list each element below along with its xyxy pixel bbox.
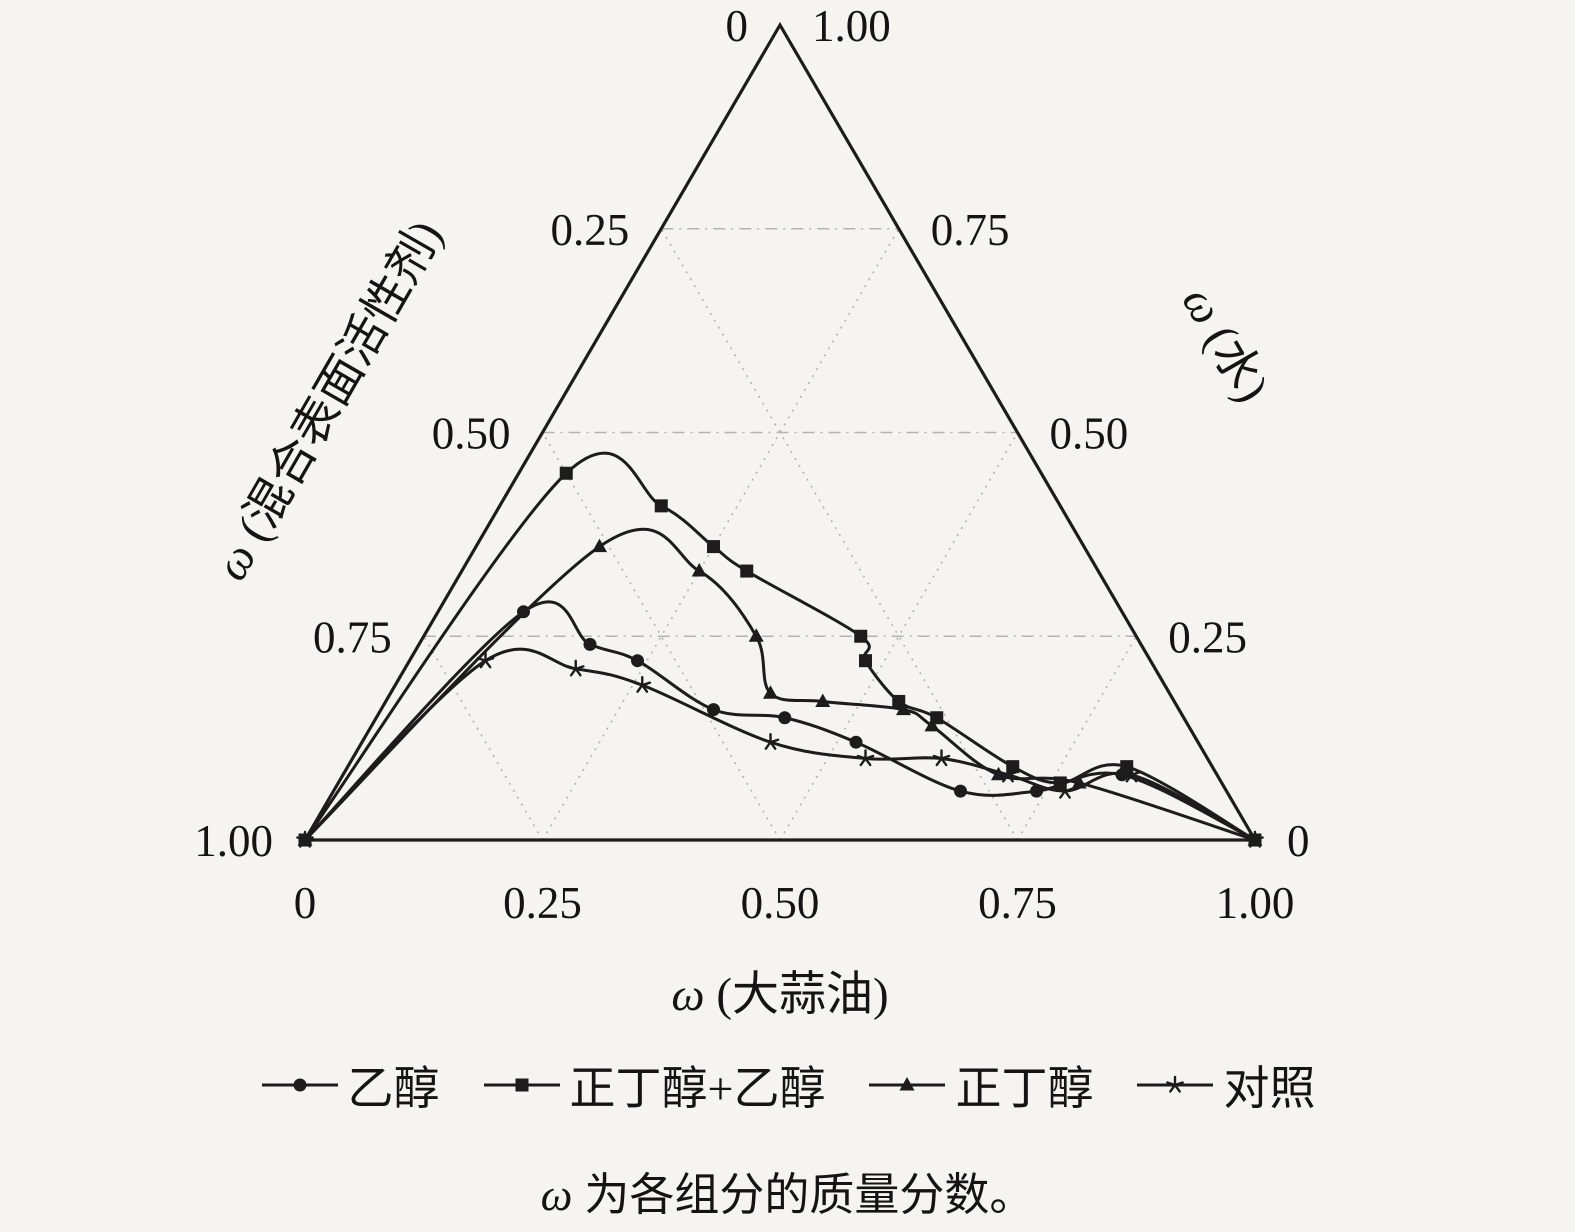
bottom-tick-label: 0.75 xyxy=(978,878,1057,928)
left-tick-label: 0.50 xyxy=(432,409,511,459)
left-tick-label: 0.25 xyxy=(551,205,630,255)
legend-item-3: 对照 xyxy=(1135,1052,1315,1118)
left-tick-label: 1.00 xyxy=(194,816,273,866)
left-tick-label: 0.75 xyxy=(313,612,392,662)
right-tick-label: 1.00 xyxy=(812,1,891,51)
gridlines xyxy=(423,227,1137,841)
caption: ω 为各组分的质量分数。 xyxy=(0,1158,1575,1223)
right-tick-label: 0.25 xyxy=(1168,612,1247,662)
legend-label: 乙醇 xyxy=(347,1063,440,1114)
series-markers-1 xyxy=(298,466,1262,847)
legend-label: 正丁醇 xyxy=(955,1063,1094,1114)
series-markers-2 xyxy=(297,538,1263,846)
left-axis-title: ω (混合表面活性剂) xyxy=(205,212,453,589)
bottom-tick-label: 0 xyxy=(294,878,317,928)
bottom-tick-label: 1.00 xyxy=(1216,878,1295,928)
ternary-chart: 0 0.25 0.50 0.75 1.00 1.00 0.75 0.50 0.25 0 0 0.25 0… xyxy=(194,1,1310,1021)
right-tick-label: 0 xyxy=(1287,816,1310,866)
legend-item-0: 乙醇 xyxy=(260,1052,440,1118)
legend-label: 对照 xyxy=(1223,1063,1316,1114)
series-markers-0 xyxy=(298,605,1262,847)
triangle-frame xyxy=(302,21,1258,842)
legend-marker-triangle-icon xyxy=(869,1077,946,1091)
legend: 乙醇 正丁醇+乙醇 正丁醇 对照 xyxy=(0,1052,1575,1118)
legend-marker-square-icon xyxy=(483,1078,560,1092)
legend-label: 正丁醇+乙醇 xyxy=(569,1063,826,1114)
right-tick-label: 0.75 xyxy=(931,205,1010,255)
legend-marker-star-icon xyxy=(1137,1075,1214,1093)
series-line-3 xyxy=(305,647,1255,842)
left-tick-label: 0 xyxy=(726,1,749,51)
caption-text: 为各组分的质量分数。 xyxy=(584,1170,1035,1220)
legend-item-2: 正丁醇 xyxy=(867,1052,1093,1118)
right-tick-label: 0.50 xyxy=(1050,409,1129,459)
bottom-axis-title: ω (大蒜油) xyxy=(671,969,888,1021)
bottom-tick-label: 0.25 xyxy=(503,878,582,928)
legend-marker-circle-icon xyxy=(261,1078,338,1092)
caption-omega-symbol: ω xyxy=(540,1170,573,1220)
series-line-1 xyxy=(305,451,1255,842)
series-markers-3 xyxy=(296,651,1264,848)
right-axis-title: ω (水) xyxy=(1172,278,1279,411)
bottom-tick-label: 0.50 xyxy=(741,878,820,928)
legend-item-1: 正丁醇+乙醇 xyxy=(482,1052,826,1118)
